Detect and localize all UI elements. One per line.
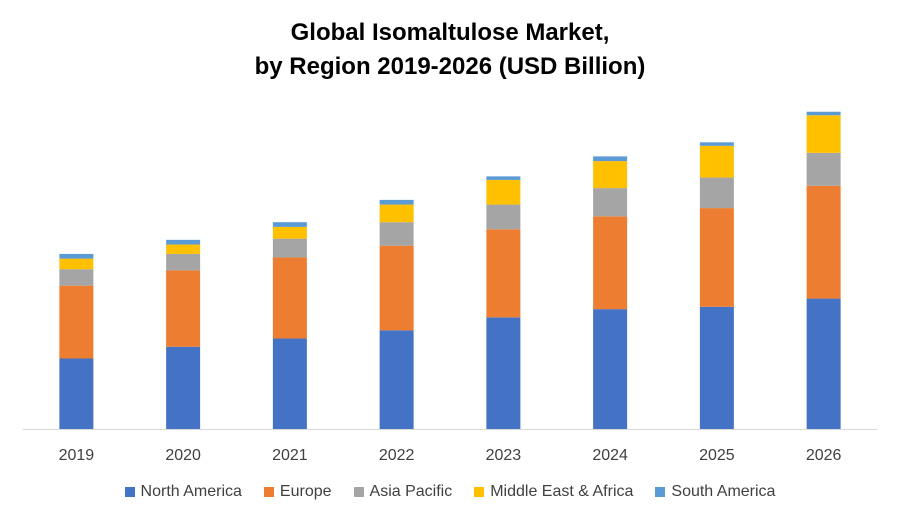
bar-segment-2023-south-america [486, 176, 521, 180]
bar-segment-2020-south-america [166, 239, 201, 245]
bar-segment-2019-north-america [59, 358, 94, 429]
bar-segment-2025-asia-pacific [699, 177, 734, 209]
bar-segment-2019-europe [59, 285, 94, 359]
bar-segment-2024-north-america [593, 309, 628, 429]
legend-item-middle-east-africa: Middle East & Africa [474, 483, 633, 501]
bar-segment-2019-asia-pacific [59, 269, 94, 286]
x-tick-label: 2020 [165, 447, 201, 464]
bar-segment-2021-middle-east-africa [272, 226, 307, 239]
bar-segment-2019-south-america [59, 253, 94, 259]
bar-segment-2022-north-america [379, 330, 414, 429]
legend-item-south-america: South America [655, 483, 775, 501]
bar-segment-2024-south-america [593, 156, 628, 162]
bar-segment-2022-europe [379, 245, 414, 331]
chart-title: Global Isomaltulose Market, by Region 20… [0, 16, 900, 84]
legend-swatch [124, 487, 135, 497]
bar-segment-2022-middle-east-africa [379, 204, 414, 223]
legend: North America Europe Asia Pacific Middle Ea… [0, 483, 900, 501]
bar-segment-2026-south-america [806, 111, 841, 116]
bar-segment-2022-asia-pacific [379, 222, 414, 246]
legend-item-europe: Europe [263, 483, 332, 501]
legend-swatch [263, 487, 274, 497]
legend-label: Middle East & Africa [490, 483, 634, 500]
bar-segment-2020-middle-east-africa [166, 244, 201, 254]
chart-title-line-2: by Region 2019-2026 (USD Billion) [254, 53, 646, 80]
legend-label: North America [140, 483, 242, 500]
x-tick-label: 2021 [272, 447, 308, 464]
bar-segment-2022-south-america [379, 199, 414, 205]
legend-item-asia-pacific: Asia Pacific [353, 483, 453, 501]
bar-segment-2021-south-america [272, 222, 307, 227]
bar-segment-2021-europe [272, 257, 307, 339]
bar-segment-2025-europe [699, 208, 734, 307]
bar-segment-2020-north-america [166, 346, 201, 429]
bar-segment-2024-asia-pacific [593, 188, 628, 217]
bar-segment-2019-middle-east-africa [59, 258, 94, 270]
legend-label: Asia Pacific [369, 483, 453, 500]
bar-segment-2024-europe [593, 216, 628, 310]
bar-segment-2021-north-america [272, 338, 307, 429]
bar-segment-2020-asia-pacific [166, 253, 201, 271]
bar-segment-2026-middle-east-africa [806, 115, 841, 153]
legend-swatch [474, 487, 485, 497]
bar-segment-2023-asia-pacific [486, 204, 521, 230]
x-tick-label: 2023 [486, 447, 522, 464]
bar-segment-2023-europe [486, 229, 521, 318]
legend-label: South America [671, 483, 776, 500]
bar-segment-2020-europe [166, 270, 201, 347]
bar-segment-2026-europe [806, 185, 841, 299]
x-tick-label: 2022 [379, 447, 415, 464]
legend-swatch [353, 487, 364, 497]
legend-label: Europe [279, 483, 332, 500]
x-tick-label: 2019 [59, 447, 95, 464]
bar-segment-2026-north-america [806, 298, 841, 429]
chart-title-line-1: Global Isomaltulose Market, [290, 19, 610, 46]
x-tick-label: 2024 [592, 447, 628, 464]
legend-swatch [655, 487, 666, 497]
legend-item-north-america: North America [124, 483, 242, 501]
bar-segment-2023-north-america [486, 317, 521, 429]
x-tick-label: 2026 [806, 447, 842, 464]
bar-segment-2025-middle-east-africa [699, 145, 734, 178]
bar-segment-2024-middle-east-africa [593, 161, 628, 189]
bar-segment-2025-south-america [699, 142, 734, 146]
bar-segment-2025-north-america [699, 306, 734, 429]
bar-segment-2023-middle-east-africa [486, 179, 521, 205]
x-tick-label: 2025 [699, 447, 735, 464]
bar-segment-2021-asia-pacific [272, 238, 307, 258]
bar-segment-2026-asia-pacific [806, 152, 841, 186]
